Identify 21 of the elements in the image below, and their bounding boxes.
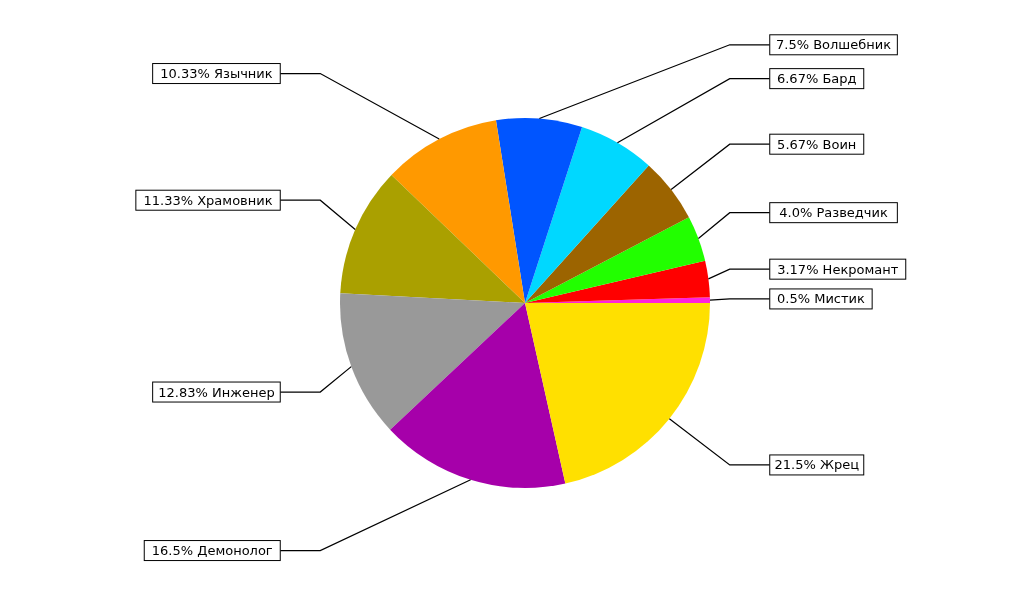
slice-label: 5.67% Воин — [777, 136, 857, 152]
slice-label: 12.83% Инженер — [158, 384, 275, 400]
pie-slice — [525, 165, 689, 303]
pie-slice — [525, 217, 706, 303]
slice-label: 11.33% Храмовник — [143, 192, 273, 208]
pie-slice — [525, 260, 710, 303]
pie-slice — [495, 118, 583, 303]
slice-label: 4.0% Разведчик — [779, 205, 888, 221]
pie-slice — [525, 303, 710, 484]
slice-label: 21.5% Жрец — [774, 457, 860, 473]
slice-label: 7.5% Волшебник — [776, 37, 892, 53]
slice-label: 3.17% Некромант — [777, 261, 899, 277]
pie-slice — [340, 175, 525, 303]
slice-label: 16.5% Демонолог — [151, 543, 273, 559]
slice-label: 10.33% Язычник — [160, 66, 273, 82]
pie-slice — [340, 293, 525, 430]
slice-label: 6.67% Бард — [776, 71, 857, 87]
pie-slice — [390, 303, 566, 488]
pie-slice — [391, 120, 525, 303]
slice-label: 0.5% Мистик — [777, 291, 866, 307]
pie-slice — [525, 127, 649, 303]
